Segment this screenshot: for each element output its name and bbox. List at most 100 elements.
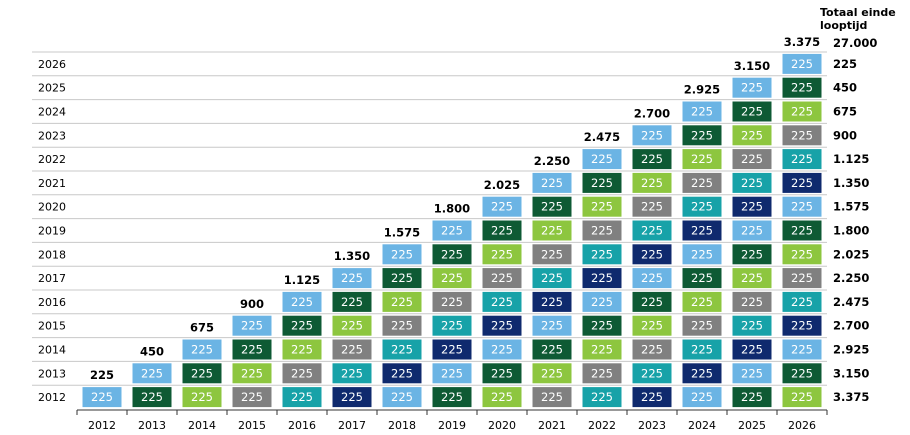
bar-cell-label: 225	[691, 390, 713, 404]
bar-cell-label: 225	[291, 390, 313, 404]
bar-cell-label: 225	[591, 200, 613, 214]
bar-cell	[282, 387, 322, 408]
bar-cell	[632, 291, 672, 312]
right-column-value: 900	[833, 128, 857, 142]
bar-cell	[632, 244, 672, 265]
bar-cell-label: 225	[391, 343, 413, 357]
bar-cell-label: 225	[791, 319, 813, 333]
bar-cell-label: 225	[541, 176, 563, 190]
bar-cell	[382, 339, 422, 360]
bar-cell	[782, 101, 822, 122]
bar-cell-label: 225	[691, 319, 713, 333]
right-header-line1: Totaal einde	[820, 6, 896, 19]
right-column-value: 2.925	[833, 343, 869, 357]
bar-cell	[582, 363, 622, 384]
bar-cell	[782, 339, 822, 360]
bar-cell-label: 225	[191, 366, 213, 380]
right-column-value: 2.475	[833, 295, 869, 309]
bar-cell	[482, 387, 522, 408]
right-header-line2: looptijd	[820, 19, 867, 32]
bar-cell-label: 225	[541, 366, 563, 380]
row-label: 2017	[38, 272, 66, 285]
bar-cell	[632, 268, 672, 289]
bar-total-label: 225	[90, 368, 114, 382]
bar-cell	[282, 363, 322, 384]
row-label: 2018	[38, 248, 66, 261]
row-label: 2021	[38, 177, 66, 190]
bar-cell	[532, 387, 572, 408]
bar-cell	[632, 339, 672, 360]
bar-cell	[632, 315, 672, 336]
bar-cell	[532, 244, 572, 265]
row-label: 2023	[38, 129, 66, 142]
bar-cell	[782, 77, 822, 98]
bar-cell	[732, 291, 772, 312]
bar-cell-label: 225	[691, 224, 713, 238]
bar-cells: 225 225 225 225 225 225 225 225 225 225 225 225 225 2…	[82, 53, 822, 408]
bar-cell	[282, 315, 322, 336]
x-tick-label: 2018	[388, 419, 416, 432]
bar-cell-label: 225	[591, 224, 613, 238]
bar-cell	[232, 339, 272, 360]
bar-cell-label: 225	[391, 319, 413, 333]
bar-cell	[532, 172, 572, 193]
bar-cell-label: 225	[791, 81, 813, 95]
bar-cell	[632, 387, 672, 408]
bar-cell-label: 225	[441, 247, 463, 261]
bar-cell-label: 225	[591, 343, 613, 357]
bar-cell-label: 225	[741, 390, 763, 404]
right-column-value: 675	[833, 105, 857, 119]
bar-cell-label: 225	[541, 200, 563, 214]
bar-cell	[782, 363, 822, 384]
bar-cell-label: 225	[541, 343, 563, 357]
bar-cell	[532, 315, 572, 336]
bar-cell	[632, 220, 672, 241]
bar-cell	[482, 363, 522, 384]
bar-cell	[332, 387, 372, 408]
bar-cell-label: 225	[741, 343, 763, 357]
bar-cell-label: 225	[691, 366, 713, 380]
bar-cell-label: 225	[641, 200, 663, 214]
row-label: 2020	[38, 201, 66, 214]
bar-cell	[382, 315, 422, 336]
bar-cell-label: 225	[491, 271, 513, 285]
right-column-value: 2.250	[833, 271, 869, 285]
bar-cell	[732, 387, 772, 408]
bar-cell	[682, 149, 722, 170]
bar-cell-label: 225	[741, 271, 763, 285]
bar-cell	[482, 244, 522, 265]
x-tick-label: 2024	[688, 419, 716, 432]
bar-cell	[732, 196, 772, 217]
bar-cell	[732, 363, 772, 384]
row-label: 2013	[38, 367, 66, 380]
bar-cell-label: 225	[441, 343, 463, 357]
bar-cell-label: 225	[691, 343, 713, 357]
bar-cell	[732, 244, 772, 265]
bar-cell-label: 225	[741, 295, 763, 309]
bar-cell	[582, 339, 622, 360]
bar-cell-label: 225	[541, 247, 563, 261]
row-label: 2014	[38, 344, 66, 357]
x-tick-label: 2025	[738, 419, 766, 432]
bar-cell	[782, 315, 822, 336]
bar-cell-label: 225	[591, 247, 613, 261]
bar-cell-label: 225	[341, 366, 363, 380]
bar-cell	[82, 387, 122, 408]
bar-cell	[132, 387, 172, 408]
bar-cell-label: 225	[741, 366, 763, 380]
bar-total-label: 1.350	[334, 249, 370, 263]
bar-cell-label: 225	[141, 366, 163, 380]
bar-cell-label: 225	[441, 319, 463, 333]
bar-cell	[432, 268, 472, 289]
bar-cell-label: 225	[591, 295, 613, 309]
bar-cell-label: 225	[741, 319, 763, 333]
bar-cell-label: 225	[641, 319, 663, 333]
bar-cell-label: 225	[691, 271, 713, 285]
x-tick-label: 2023	[638, 419, 666, 432]
row-labels: 2026 2025 2024 2023 2022 2021 2020 2019 2018 2017…	[38, 58, 66, 404]
x-tick-label: 2026	[788, 419, 816, 432]
bar-cell-label: 225	[541, 390, 563, 404]
bar-cell-label: 225	[391, 271, 413, 285]
bar-cell-label: 225	[441, 271, 463, 285]
